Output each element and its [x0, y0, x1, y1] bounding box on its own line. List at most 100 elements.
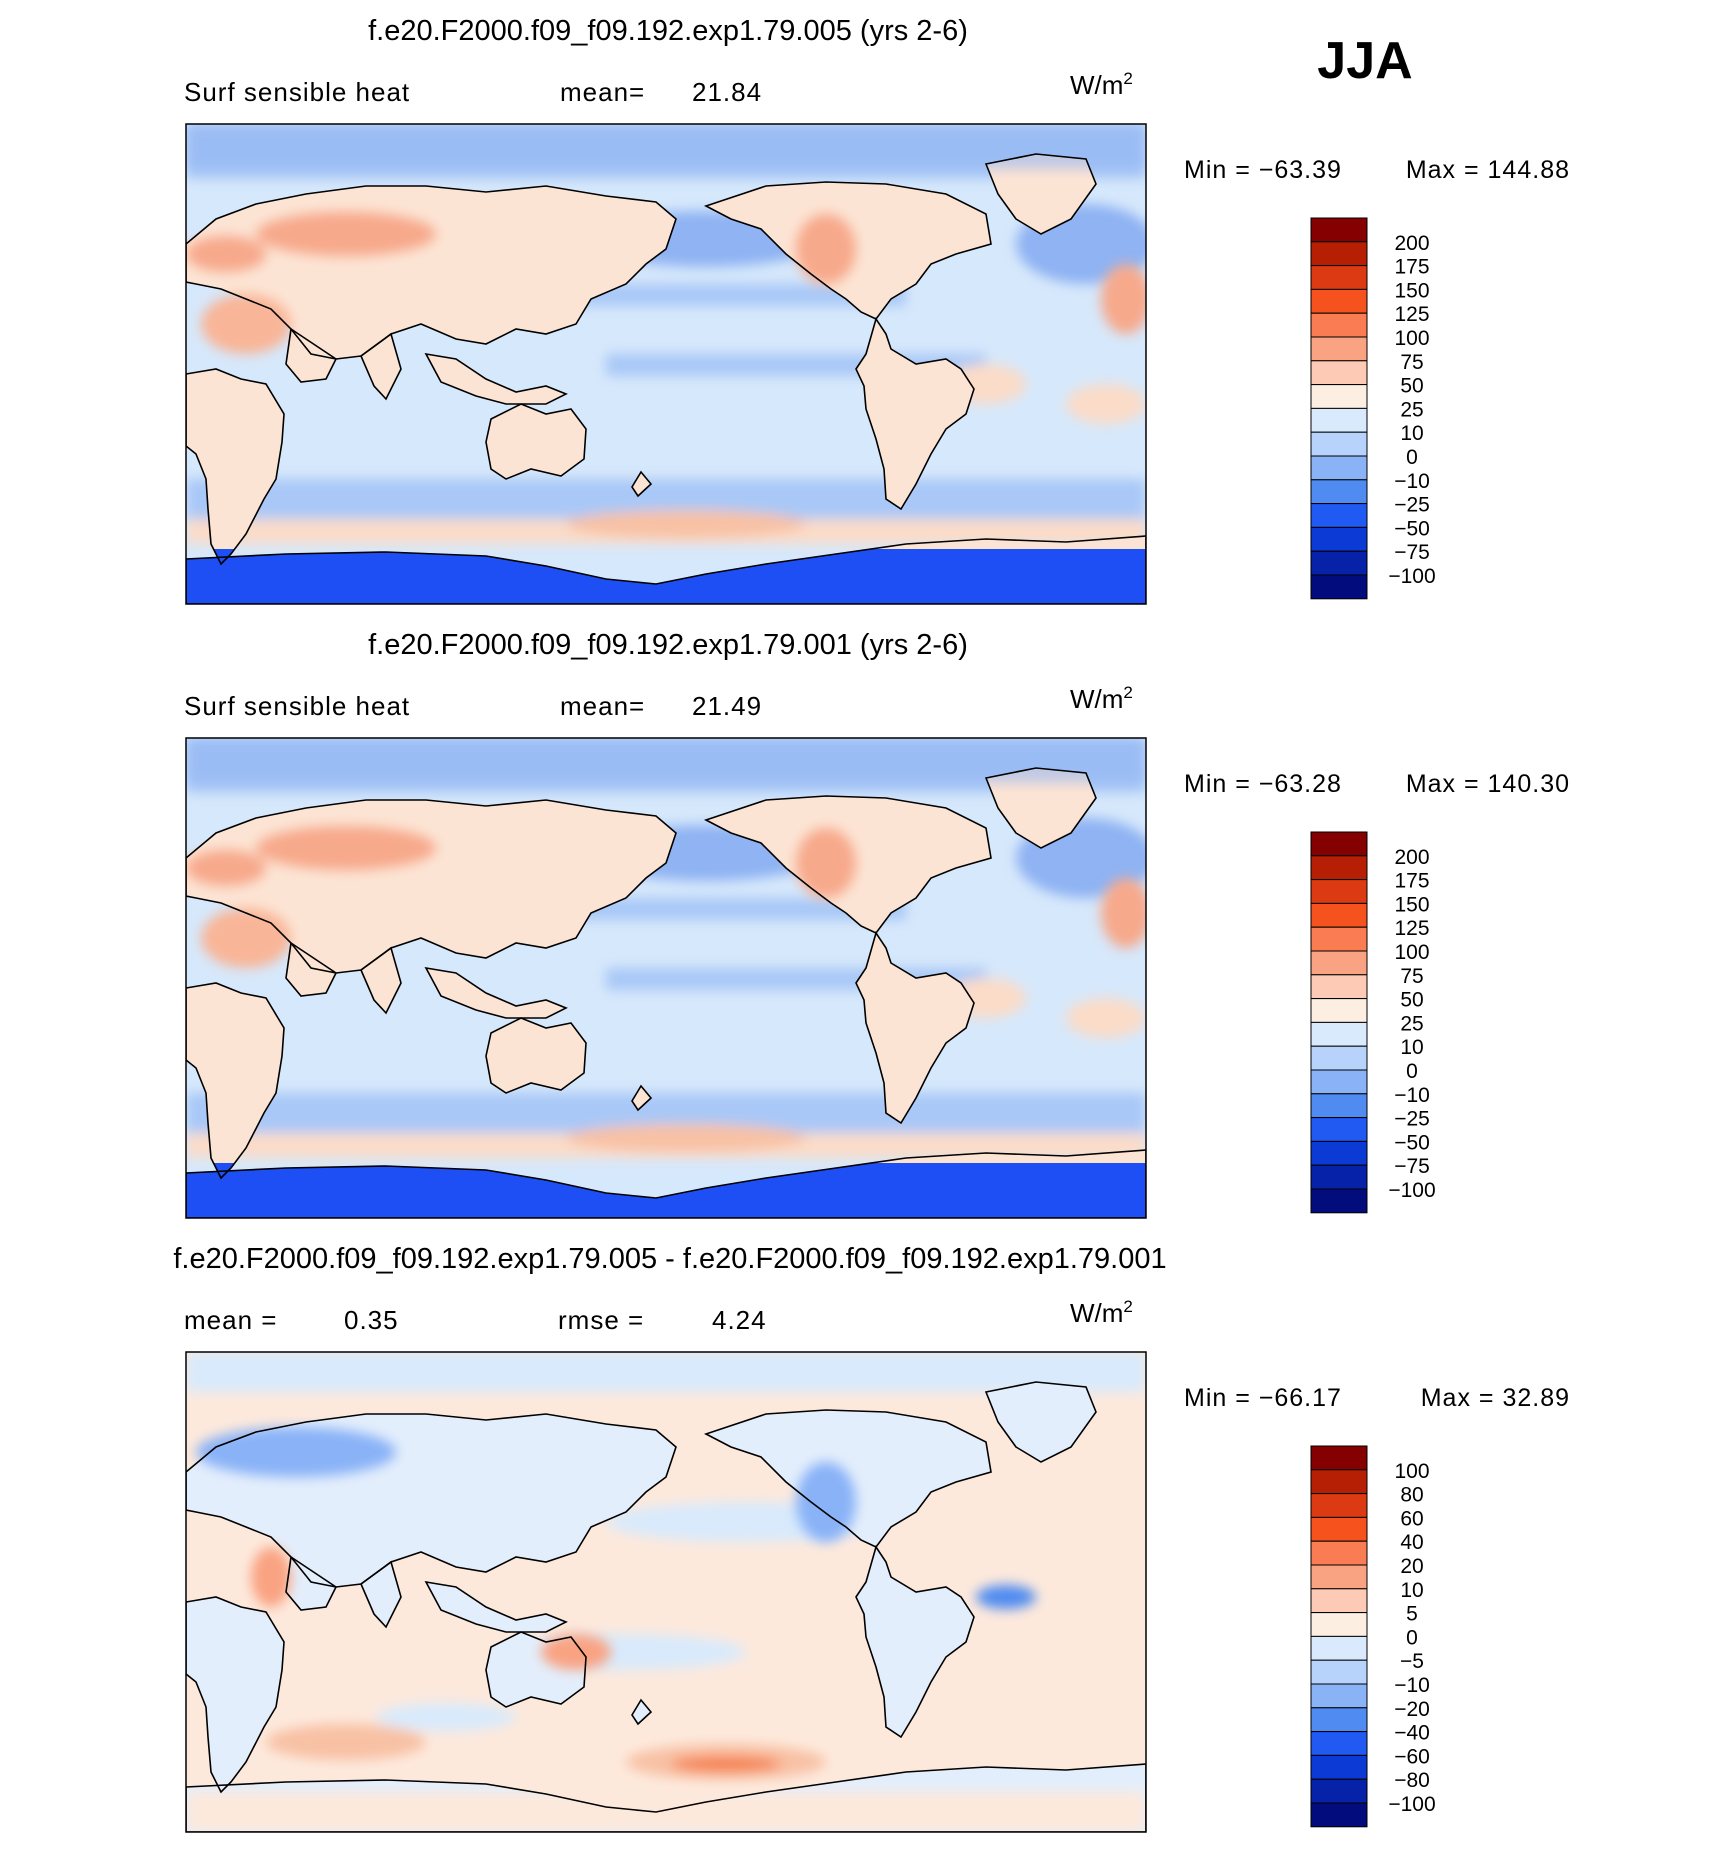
mean-value: 0.35	[344, 1305, 399, 1335]
colorbar-label: 10	[1400, 422, 1423, 445]
colorbar-swatch	[1310, 1588, 1368, 1614]
colorbar-label: −10	[1394, 1084, 1430, 1107]
panel-title: f.e20.F2000.f09_f09.192.exp1.79.001 (yrs…	[368, 629, 968, 661]
colorbar-label: −100	[1388, 565, 1435, 588]
field-name: Surf sensible heat	[184, 77, 410, 107]
colorbar-swatch	[1310, 1659, 1368, 1685]
colorbar-swatch	[1310, 1117, 1368, 1142]
colorbar-swatch	[1310, 1778, 1368, 1804]
colorbar-swatch	[1310, 1164, 1368, 1190]
colorbar-label: −60	[1394, 1745, 1430, 1768]
colorbar-label: 150	[1394, 893, 1429, 916]
map-frame	[185, 737, 1147, 1219]
rmse-value: 4.24	[712, 1305, 767, 1335]
colorbar-label: −100	[1388, 1179, 1435, 1202]
colorbar-label: 125	[1394, 917, 1429, 940]
colorbar-swatch	[1310, 479, 1368, 505]
units-label: W/m2	[1070, 683, 1133, 714]
colorbar-swatch	[1310, 550, 1368, 576]
world-map	[185, 1351, 1147, 1833]
colorbar-label: 100	[1394, 941, 1429, 964]
colorbar-label: 100	[1394, 327, 1429, 350]
colorbar-swatch	[1310, 574, 1368, 600]
colorbar-swatch	[1310, 1754, 1368, 1780]
colorbar-swatch	[1310, 902, 1368, 928]
colorbar-label: 10	[1400, 1579, 1423, 1602]
panel-2: f.e20.F2000.f09_f09.192.exp1.79.001 (yrs…	[184, 629, 1570, 1219]
colorbar-swatch	[1310, 1188, 1368, 1214]
max-label: Max = 32.89	[1421, 1384, 1570, 1412]
colorbar-swatch	[1310, 1707, 1368, 1733]
rmse-label: rmse =	[558, 1305, 644, 1335]
colorbar-label: 0	[1406, 446, 1418, 469]
mean-value: 21.49	[692, 691, 762, 721]
colorbar-swatch	[1310, 384, 1368, 409]
colorbar-swatch	[1310, 1493, 1368, 1518]
colorbar-swatch	[1310, 1564, 1368, 1590]
colorbar-swatch	[1310, 855, 1368, 881]
colorbar-swatch	[1310, 431, 1368, 457]
panel-title: f.e20.F2000.f09_f09.192.exp1.79.005 - f.…	[173, 1243, 1166, 1275]
colorbar-swatch	[1310, 1045, 1368, 1071]
mean-value: 21.84	[692, 77, 762, 107]
colorbar-label: −50	[1394, 1131, 1430, 1154]
field-name: Surf sensible heat	[184, 691, 410, 721]
world-map	[185, 123, 1147, 605]
colorbar-label: 25	[1400, 398, 1423, 421]
colorbar-swatch	[1310, 1802, 1368, 1828]
colorbar-swatch	[1310, 1731, 1368, 1756]
colorbar-swatch	[1310, 926, 1368, 952]
colorbar-swatch	[1310, 1540, 1368, 1566]
colorbar-swatch	[1310, 1093, 1368, 1119]
colorbar-label: 175	[1394, 870, 1429, 893]
colorbar-swatch	[1310, 217, 1368, 243]
hot-regions	[186, 826, 1146, 968]
colorbar-label: −50	[1394, 517, 1430, 540]
colorbar-label: 50	[1400, 375, 1423, 398]
colorbar-label: 150	[1394, 279, 1429, 302]
colorbar-label: −80	[1394, 1769, 1430, 1792]
colorbar-swatch	[1310, 1445, 1368, 1471]
colorbar-label: 5	[1406, 1603, 1418, 1626]
colorbar-label: 25	[1400, 1012, 1423, 1035]
colorbar-label: 10	[1400, 1036, 1423, 1059]
colorbar-swatch	[1310, 950, 1368, 976]
colorbar-swatch	[1310, 241, 1368, 267]
colorbar-label: 20	[1400, 1555, 1423, 1578]
season-label: JJA	[1317, 32, 1412, 90]
mean-label: mean =	[184, 1305, 277, 1335]
colorbar-swatch	[1310, 265, 1368, 290]
world-map	[185, 737, 1147, 1219]
colorbar-swatch	[1310, 831, 1368, 857]
colorbar-label: 50	[1400, 989, 1423, 1012]
colorbar-label: −10	[1394, 1674, 1430, 1697]
units-label: W/m2	[1070, 1297, 1133, 1328]
colorbar-label: −40	[1394, 1722, 1430, 1745]
colorbar-label: 175	[1394, 256, 1429, 279]
colorbar-swatch	[1310, 1612, 1368, 1637]
mean-label: mean=	[560, 77, 645, 107]
map-frame	[185, 1351, 1147, 1833]
colorbar-label: 40	[1400, 1531, 1423, 1554]
colorbar-label: −20	[1394, 1698, 1430, 1721]
colorbar-swatch	[1310, 1683, 1368, 1709]
max-label: Max = 140.30	[1406, 770, 1570, 798]
colorbar-label: −10	[1394, 470, 1430, 493]
colorbar-label: −25	[1394, 1108, 1430, 1131]
colorbar-swatch	[1310, 503, 1368, 528]
colorbar-swatch	[1310, 879, 1368, 904]
mean-label: mean=	[560, 691, 645, 721]
max-label: Max = 144.88	[1406, 156, 1570, 184]
min-label: Min = −63.39	[1184, 156, 1342, 184]
min-label: Min = −66.17	[1184, 1384, 1342, 1412]
cold-regions	[186, 1427, 1146, 1832]
colorbar-swatch	[1310, 1069, 1368, 1095]
colorbar-swatch	[1310, 1516, 1368, 1542]
colorbar-label: 0	[1406, 1060, 1418, 1083]
colorbar-label: 75	[1400, 965, 1423, 988]
panel-1: f.e20.F2000.f09_f09.192.exp1.79.005 (yrs…	[184, 15, 1570, 605]
colorbar-swatch	[1310, 1469, 1368, 1495]
